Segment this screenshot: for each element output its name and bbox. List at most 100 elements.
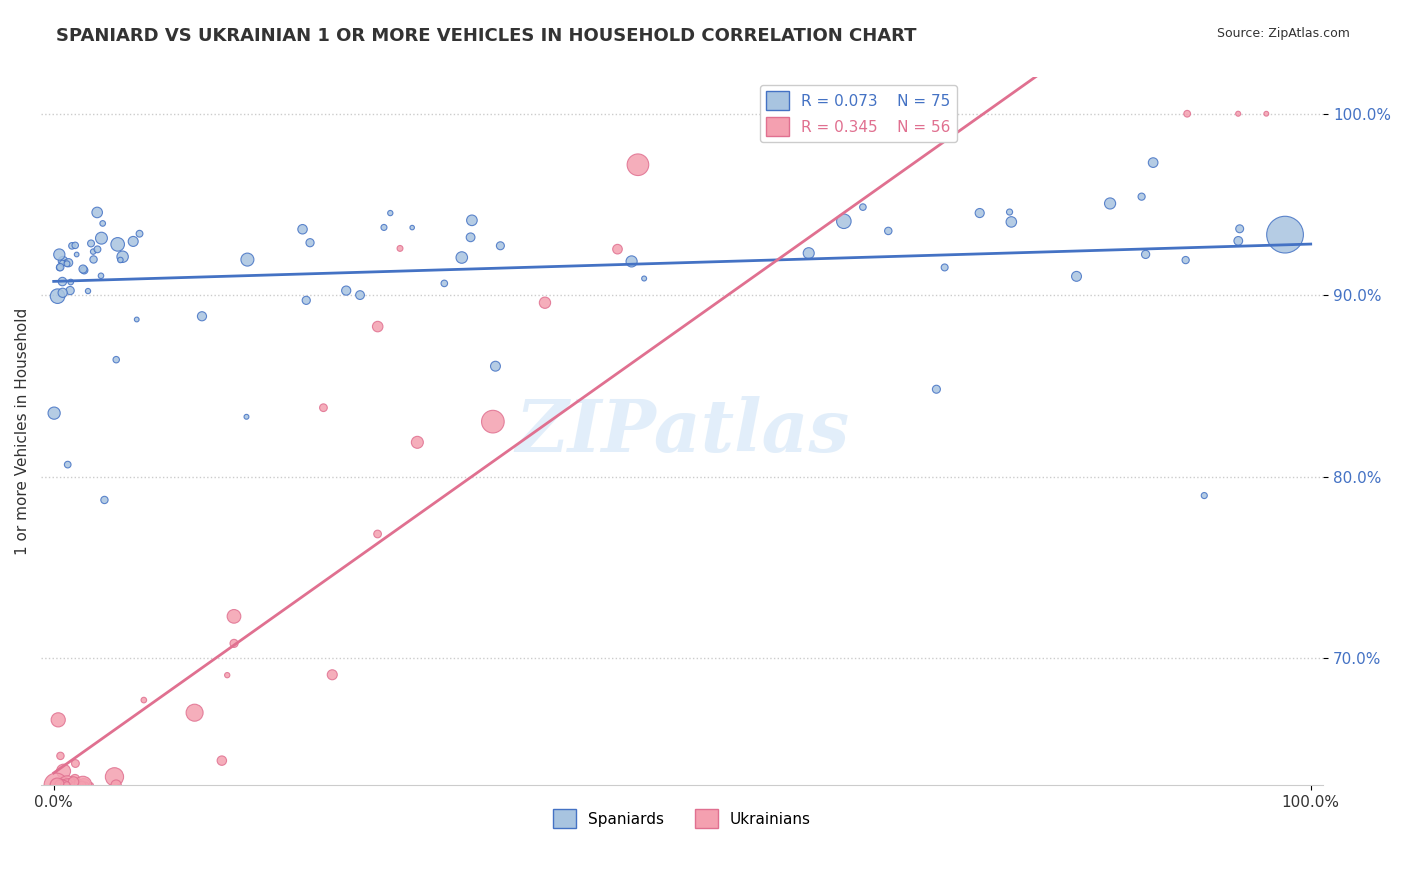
Point <box>291 222 314 236</box>
Point <box>73 778 96 792</box>
Point <box>65 778 87 792</box>
Point <box>58 778 80 792</box>
Point <box>90 231 112 245</box>
Point <box>91 216 114 230</box>
Point <box>132 693 155 707</box>
Point <box>367 527 389 541</box>
Point <box>934 260 956 275</box>
Point <box>75 778 97 792</box>
Point <box>58 778 80 792</box>
Point <box>312 401 335 415</box>
Point <box>461 213 484 227</box>
Point <box>1227 106 1250 120</box>
Point <box>55 778 77 792</box>
Point <box>63 772 86 787</box>
Point <box>222 636 245 650</box>
Point <box>105 352 128 367</box>
Point <box>896 106 918 120</box>
Point <box>1256 106 1278 120</box>
Point <box>606 242 628 256</box>
Point <box>51 778 73 792</box>
Point <box>1227 234 1250 248</box>
Point <box>373 220 395 235</box>
Point <box>401 220 423 235</box>
Point <box>925 382 948 396</box>
Point <box>1130 189 1153 203</box>
Point <box>48 778 70 792</box>
Point <box>59 284 82 298</box>
Point <box>65 756 87 771</box>
Point <box>58 256 80 270</box>
Point <box>389 241 412 255</box>
Point <box>48 247 70 261</box>
Point <box>45 778 67 792</box>
Point <box>110 252 132 267</box>
Point <box>51 275 73 289</box>
Point <box>1229 221 1251 235</box>
Point <box>122 235 145 249</box>
Point <box>53 778 76 792</box>
Point <box>620 254 643 268</box>
Text: SPANIARD VS UKRAINIAN 1 OR MORE VEHICLES IN HOUSEHOLD CORRELATION CHART: SPANIARD VS UKRAINIAN 1 OR MORE VEHICLES… <box>56 27 917 45</box>
Point <box>56 257 79 271</box>
Point <box>299 235 322 250</box>
Point <box>66 247 89 261</box>
Point <box>1000 215 1022 229</box>
Point <box>211 754 233 768</box>
Point <box>48 260 70 275</box>
Point <box>1194 489 1216 503</box>
Point <box>103 770 125 784</box>
Point <box>51 256 73 270</box>
Point <box>65 778 87 792</box>
Point <box>82 244 104 259</box>
Point <box>60 239 83 253</box>
Point <box>42 406 65 420</box>
Point <box>482 415 505 429</box>
Y-axis label: 1 or more Vehicles in Household: 1 or more Vehicles in Household <box>15 308 30 555</box>
Point <box>217 668 239 682</box>
Point <box>59 778 82 792</box>
Point <box>1135 247 1157 261</box>
Point <box>877 224 900 238</box>
Point <box>128 227 150 241</box>
Point <box>56 778 79 792</box>
Point <box>80 778 103 792</box>
Point <box>222 609 245 624</box>
Point <box>125 312 148 326</box>
Point <box>852 200 875 214</box>
Point <box>93 492 115 507</box>
Point <box>49 778 72 792</box>
Point <box>534 295 557 310</box>
Point <box>450 251 472 265</box>
Point <box>489 239 512 253</box>
Point <box>183 706 205 720</box>
Point <box>63 778 86 792</box>
Point <box>77 284 100 298</box>
Text: Source: ZipAtlas.com: Source: ZipAtlas.com <box>1216 27 1350 40</box>
Point <box>380 206 402 220</box>
Point <box>799 106 821 120</box>
Legend: Spaniards, Ukrainians: Spaniards, Ukrainians <box>547 803 817 834</box>
Point <box>45 778 67 792</box>
Point <box>1174 253 1197 268</box>
Point <box>58 778 80 792</box>
Point <box>56 778 79 792</box>
Point <box>367 319 389 334</box>
Point <box>65 238 87 252</box>
Point <box>46 778 69 792</box>
Point <box>70 778 93 792</box>
Point <box>62 775 84 789</box>
Point <box>1066 269 1088 284</box>
Point <box>83 252 105 267</box>
Point <box>433 277 456 291</box>
Point <box>73 263 96 277</box>
Point <box>86 243 108 257</box>
Point <box>59 778 82 792</box>
Point <box>52 764 75 779</box>
Point <box>111 250 134 264</box>
Point <box>59 275 82 289</box>
Point <box>80 236 103 251</box>
Point <box>406 435 429 450</box>
Point <box>105 778 128 792</box>
Point <box>52 285 75 300</box>
